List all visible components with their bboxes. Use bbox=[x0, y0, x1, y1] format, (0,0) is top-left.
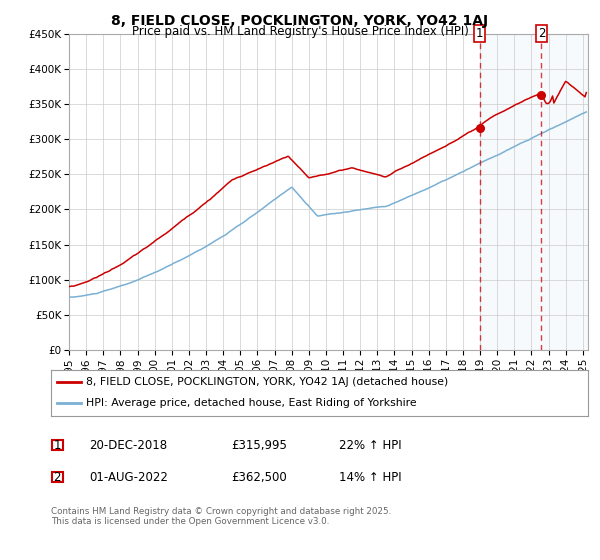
Text: 01-AUG-2022: 01-AUG-2022 bbox=[89, 470, 167, 484]
Text: 8, FIELD CLOSE, POCKLINGTON, YORK, YO42 1AJ: 8, FIELD CLOSE, POCKLINGTON, YORK, YO42 … bbox=[112, 14, 488, 28]
Text: 8, FIELD CLOSE, POCKLINGTON, YORK, YO42 1AJ (detached house): 8, FIELD CLOSE, POCKLINGTON, YORK, YO42 … bbox=[86, 377, 448, 387]
Text: 1: 1 bbox=[476, 27, 484, 40]
FancyBboxPatch shape bbox=[52, 472, 63, 482]
Text: Contains HM Land Registry data © Crown copyright and database right 2025.
This d: Contains HM Land Registry data © Crown c… bbox=[51, 507, 391, 526]
Text: 1: 1 bbox=[53, 438, 61, 452]
Text: 20-DEC-2018: 20-DEC-2018 bbox=[89, 438, 167, 452]
Text: 14% ↑ HPI: 14% ↑ HPI bbox=[339, 470, 401, 484]
Text: £315,995: £315,995 bbox=[231, 438, 287, 452]
Text: Price paid vs. HM Land Registry's House Price Index (HPI): Price paid vs. HM Land Registry's House … bbox=[131, 25, 469, 38]
Text: HPI: Average price, detached house, East Riding of Yorkshire: HPI: Average price, detached house, East… bbox=[86, 398, 416, 408]
Bar bbox=[479, 34, 588, 350]
Text: 22% ↑ HPI: 22% ↑ HPI bbox=[339, 438, 401, 452]
Text: 2: 2 bbox=[538, 27, 545, 40]
Text: 2: 2 bbox=[53, 470, 61, 484]
FancyBboxPatch shape bbox=[52, 440, 63, 450]
Text: £362,500: £362,500 bbox=[231, 470, 287, 484]
